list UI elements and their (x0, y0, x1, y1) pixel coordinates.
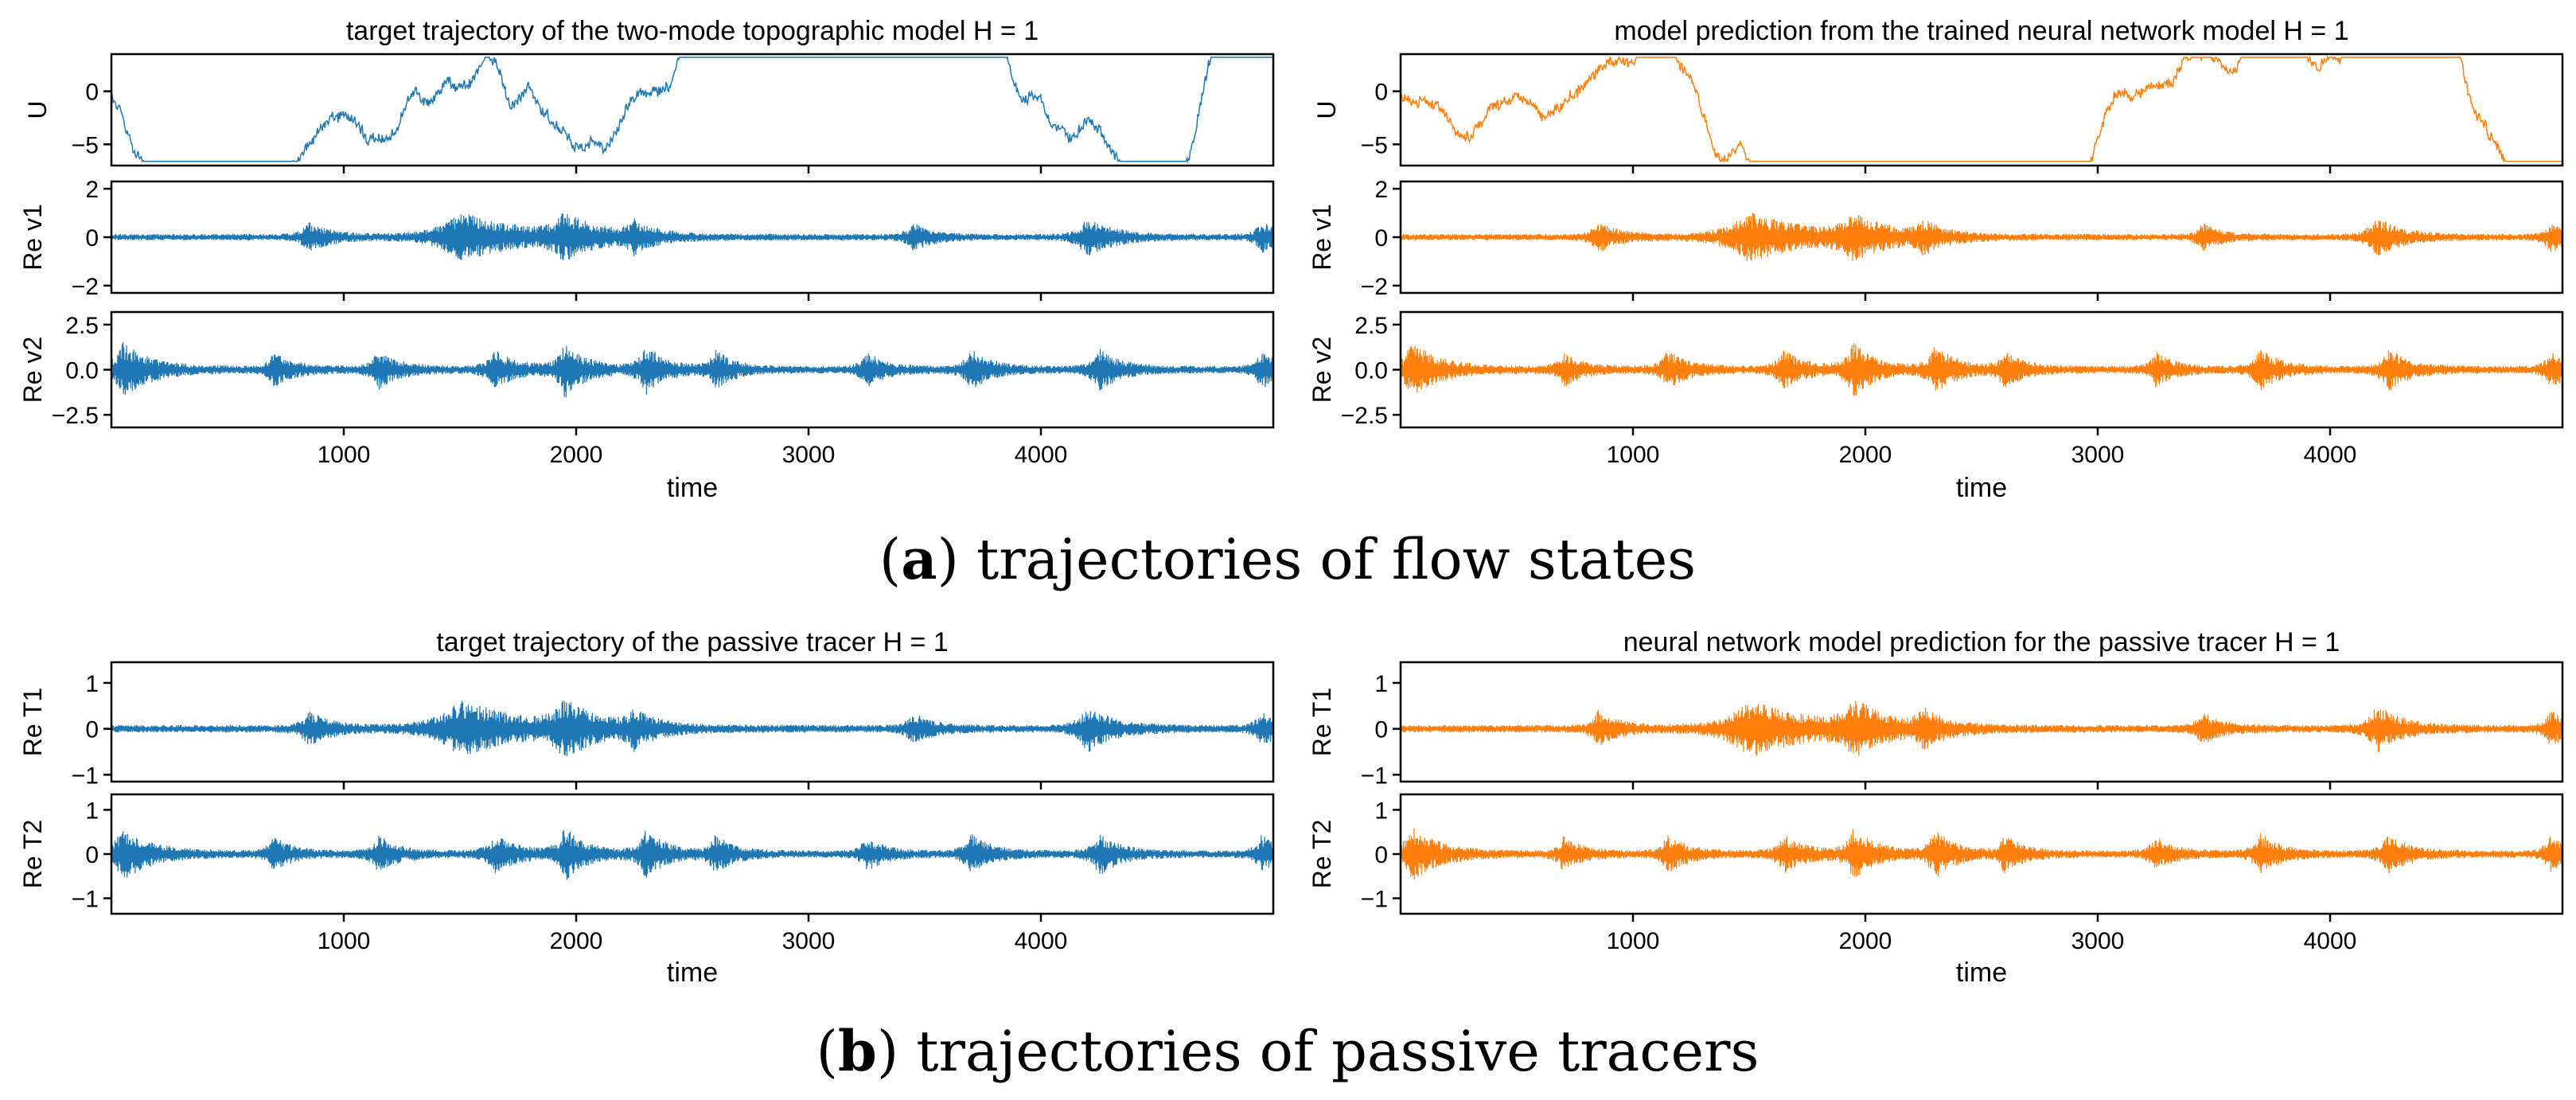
y-tick-label: 0 (1374, 717, 1388, 743)
x-tick-label: 1000 (318, 928, 371, 954)
y-tick-label: 0 (85, 80, 99, 106)
axes-frame (1399, 661, 2564, 783)
y-axis-label: U (23, 100, 52, 119)
caption-a-text: trajectories of flow states (959, 527, 1696, 592)
y-axis-label: Re v2 (1307, 337, 1336, 404)
series-line-v1 (1400, 700, 2563, 756)
y-tick-label: 1 (85, 671, 99, 697)
y-tick-label: 2.5 (65, 313, 99, 339)
x-tick-label: 1000 (1607, 928, 1660, 954)
x-tick-label: 2000 (1839, 928, 1892, 954)
caption-a: (a) trajectories of flow states (879, 526, 1696, 592)
chart-title: target trajectory of the passive tracer … (436, 627, 948, 657)
x-axis-label: time (1956, 473, 2007, 503)
y-tick-label: −1 (72, 887, 99, 913)
series-line-U (1400, 55, 2562, 163)
y-axis-label: Re T2 (1307, 820, 1336, 889)
y-axis-label: Re v2 (18, 337, 47, 404)
x-axis-label: time (1956, 958, 2007, 988)
y-tick-label: −2 (72, 274, 99, 300)
caption-a-letter: a (901, 526, 937, 592)
x-tick-label: 4000 (1015, 442, 1068, 468)
x-axis-label: time (667, 473, 718, 503)
y-axis-label: Re v1 (18, 204, 47, 271)
y-tick-label: 0 (85, 717, 99, 743)
y-tick-label: −2.5 (52, 403, 99, 429)
x-tick-label: 3000 (782, 442, 836, 468)
x-tick-label: 3000 (782, 928, 836, 954)
y-tick-label: 1 (1374, 671, 1388, 697)
y-tick-label: 0 (85, 842, 99, 868)
y-axis-label: Re T1 (18, 688, 47, 757)
series-line-v2 (111, 342, 1274, 398)
y-tick-label: −5 (72, 132, 99, 158)
y-tick-label: 0 (85, 225, 99, 252)
axes-frame (110, 661, 1275, 783)
y-tick-label: 2 (85, 177, 99, 203)
x-tick-label: 2000 (550, 442, 603, 468)
y-tick-label: 2.5 (1354, 313, 1388, 339)
x-tick-label: 4000 (1015, 928, 1068, 954)
x-tick-label: 4000 (2304, 928, 2357, 954)
y-tick-label: −2.5 (1341, 403, 1388, 429)
x-tick-label: 3000 (2071, 442, 2125, 468)
series-line-v1 (1400, 213, 2563, 262)
y-tick-label: −5 (1361, 132, 1388, 158)
y-tick-label: 0.0 (1354, 358, 1388, 384)
caption-b: (b) trajectories of passive tracers (816, 1018, 1760, 1084)
y-tick-label: −1 (1361, 887, 1388, 913)
chart-title: model prediction from the trained neural… (1614, 16, 2348, 46)
x-tick-label: 4000 (2304, 442, 2357, 468)
chart-layer: target trajectory of the two-mode topogr… (18, 16, 2564, 988)
y-axis-label: Re T2 (18, 820, 47, 889)
series-line-v1 (111, 700, 1274, 756)
chart-title: target trajectory of the two-mode topogr… (346, 16, 1039, 46)
chart-title: neural network model prediction for the … (1623, 627, 2340, 657)
x-tick-label: 1000 (318, 442, 371, 468)
x-tick-label: 1000 (1607, 442, 1660, 468)
y-tick-label: 0 (1374, 80, 1388, 106)
x-tick-label: 2000 (1839, 442, 1892, 468)
caption-b-text: trajectories of passive tracers (898, 1019, 1759, 1084)
y-axis-label: Re T1 (1307, 688, 1336, 757)
series-line-v1 (111, 213, 1274, 261)
y-tick-label: 0 (1374, 225, 1388, 252)
y-tick-label: 0 (1374, 842, 1388, 868)
axes-frame (1399, 53, 2564, 167)
y-axis-label: Re v1 (1307, 204, 1336, 271)
series-line-v2 (111, 829, 1274, 880)
y-tick-label: −2 (1361, 274, 1388, 300)
y-tick-label: 1 (1374, 798, 1388, 824)
y-axis-label: U (1312, 100, 1341, 119)
y-tick-label: −1 (1361, 763, 1388, 789)
axes-frame (110, 53, 1275, 167)
series-line-v2 (1400, 343, 2563, 396)
y-tick-label: −1 (72, 763, 99, 789)
y-tick-label: 2 (1374, 177, 1388, 203)
series-line-U (111, 56, 1273, 164)
x-tick-label: 2000 (550, 928, 603, 954)
y-tick-label: 0.0 (65, 358, 99, 384)
y-tick-label: 1 (85, 798, 99, 824)
caption-b-letter: b (838, 1018, 877, 1084)
series-line-v2 (1400, 828, 2563, 880)
x-axis-label: time (667, 958, 718, 988)
x-tick-label: 3000 (2071, 928, 2125, 954)
